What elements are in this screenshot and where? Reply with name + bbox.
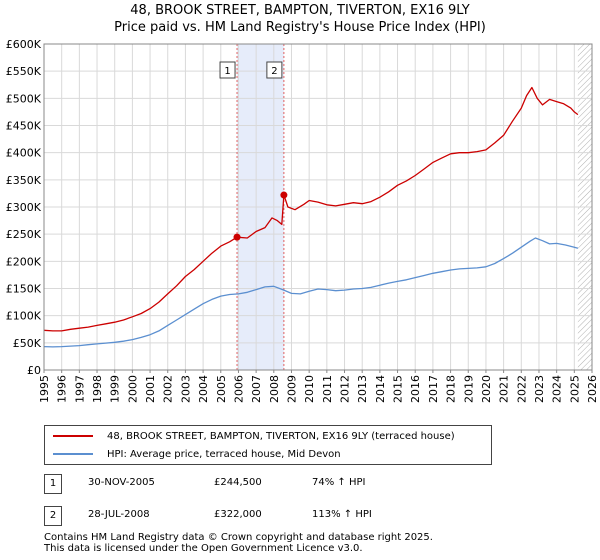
x-tick-label: 2012 — [339, 375, 352, 403]
legend-property-swatch — [53, 435, 93, 437]
x-tick-label: 2004 — [197, 375, 210, 403]
x-tick-label: 2018 — [445, 375, 458, 403]
transaction-label: 2 — [271, 66, 277, 77]
y-tick-label: £250K — [6, 228, 42, 241]
transaction-row-2: 2 28-JUL-2008 £322,000 113% ↑ HPI — [44, 506, 584, 526]
y-tick-label: £550K — [6, 65, 42, 78]
x-tick-label: 1997 — [73, 375, 86, 403]
y-tick-label: £100K — [6, 310, 42, 323]
x-tick-label: 2003 — [179, 375, 192, 403]
x-tick-label: 1998 — [91, 375, 104, 403]
transaction-hpi-change: 113% ↑ HPI — [312, 509, 372, 520]
y-tick-label: £50K — [13, 337, 42, 350]
transaction-label-box — [266, 61, 283, 79]
x-tick-label: 2010 — [303, 375, 316, 403]
x-tick-label: 2016 — [409, 375, 422, 403]
footer-line1: Contains HM Land Registry data © Crown c… — [44, 532, 433, 543]
transaction-badge: 1 — [44, 474, 62, 494]
x-tick-label: 2011 — [321, 375, 334, 403]
x-tick-label: 2020 — [480, 375, 493, 403]
legend-hpi-label: HPI: Average price, terraced house, Mid … — [107, 448, 341, 460]
y-tick-label: £500K — [6, 92, 42, 105]
x-tick-label: 2019 — [462, 375, 475, 403]
transaction-marker — [280, 191, 288, 199]
y-tick-label: £150K — [6, 283, 42, 296]
transaction-date: 28-JUL-2008 — [88, 509, 150, 520]
plot-frame — [43, 43, 593, 371]
hpi-line — [43, 237, 579, 348]
x-tick-label: 2006 — [232, 375, 245, 403]
x-tick-label: 2021 — [498, 375, 511, 403]
y-tick-label: £200K — [6, 255, 42, 268]
price-chart: 1 2 £0 £50K £100K £150K £200K £250K £300K £350K £… — [6, 38, 599, 403]
transaction-badge: 2 — [44, 506, 62, 526]
y-tick-label: £400K — [6, 147, 42, 160]
x-tick-label: 2009 — [285, 375, 298, 403]
property-price-line — [43, 86, 579, 332]
x-tick-label: 2002 — [162, 375, 175, 403]
footer-line2: This data is licensed under the Open Gov… — [44, 543, 363, 554]
x-tick-label: 1995 — [38, 375, 51, 403]
x-tick-label: 2022 — [515, 375, 528, 403]
transaction-hpi-change: 74% ↑ HPI — [312, 477, 366, 488]
transaction-price: £322,000 — [214, 509, 262, 520]
x-tick-label: 1999 — [109, 375, 122, 403]
chart-title-line1: 48, BROOK STREET, BAMPTON, TIVERTON, EX1… — [130, 3, 470, 18]
legend-item-property: 48, BROOK STREET, BAMPTON, TIVERTON, EX1… — [53, 428, 455, 444]
x-tick-label: 2013 — [356, 375, 369, 403]
x-tick-label: 2007 — [250, 375, 263, 403]
legend-property-label: 48, BROOK STREET, BAMPTON, TIVERTON, EX1… — [107, 430, 455, 442]
x-tick-label: 2008 — [268, 375, 281, 403]
legend-hpi-swatch — [53, 453, 93, 455]
y-tick-label: £350K — [6, 174, 42, 187]
transaction-label: 1 — [224, 66, 230, 77]
transaction-row-1: 1 30-NOV-2005 £244,500 74% ↑ HPI — [44, 474, 584, 494]
x-tick-label: 1996 — [56, 375, 69, 403]
y-tick-label: £600K — [6, 38, 42, 51]
x-tick-label: 2024 — [551, 375, 564, 403]
legend-item-hpi: HPI: Average price, terraced house, Mid … — [53, 446, 341, 462]
chart-title-line2: Price paid vs. HM Land Registry's House … — [114, 20, 486, 35]
x-tick-label: 2015 — [392, 375, 405, 403]
x-tick-label: 2001 — [144, 375, 157, 403]
x-tick-label: 2026 — [586, 375, 599, 403]
y-tick-label: £300K — [6, 201, 42, 214]
legend: 48, BROOK STREET, BAMPTON, TIVERTON, EX1… — [44, 425, 492, 465]
transaction-price: £244,500 — [214, 477, 262, 488]
x-tick-label: 2000 — [126, 375, 139, 403]
y-tick-label: £450K — [6, 120, 42, 133]
transaction-date: 30-NOV-2005 — [88, 477, 155, 488]
y-tick-label: £0 — [27, 364, 41, 377]
x-tick-label: 2017 — [427, 375, 440, 403]
x-tick-label: 2005 — [215, 375, 228, 403]
x-tick-label: 2023 — [533, 375, 546, 403]
transaction-label-box — [219, 61, 236, 79]
transaction-marker — [233, 233, 241, 241]
x-tick-label: 2014 — [374, 375, 387, 403]
footer: Contains HM Land Registry data © Crown c… — [44, 532, 433, 554]
x-tick-label: 2025 — [568, 375, 581, 403]
